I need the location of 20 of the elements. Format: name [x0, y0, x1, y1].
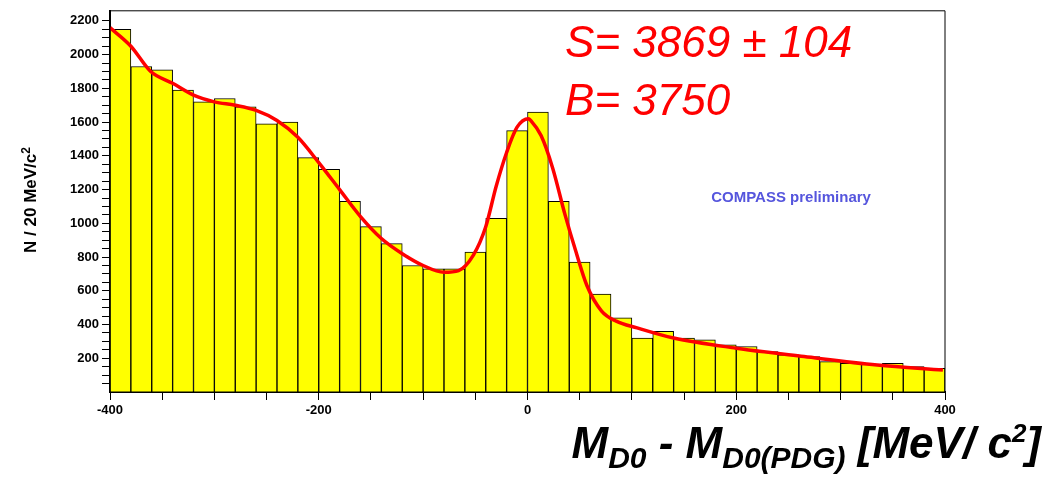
x-tick-label: 200	[725, 402, 748, 418]
y-tick-label: 400	[77, 316, 99, 332]
y-tick-label: 800	[77, 248, 99, 264]
y-tick-label: 2000	[70, 46, 99, 62]
annotation: COMPASS preliminary	[711, 187, 872, 205]
annotation: S= 3869 ± 104	[565, 17, 853, 67]
annotation: B= 3750	[565, 74, 731, 124]
x-tick-label: -200	[305, 402, 332, 418]
y-tick-label: 600	[77, 282, 99, 298]
y-tick-label: 2200	[70, 12, 99, 28]
y-tick-label: 1600	[70, 113, 99, 129]
y-tick-label: 200	[77, 349, 99, 365]
x-tick-label: 0	[523, 402, 532, 418]
x-axis-title: M$_{D0}$ - M$_{D0(PDG)}$ [MeV/ c$^{2}$]	[571, 418, 1041, 475]
y-tick-label: 1000	[70, 214, 99, 230]
y-tick-label: 1400	[70, 147, 99, 163]
x-tick-label: 400	[934, 402, 956, 418]
y-tick-label: 1800	[70, 79, 99, 95]
x-tick-label: -400	[96, 402, 124, 418]
y-tick-label: 1200	[70, 181, 99, 197]
